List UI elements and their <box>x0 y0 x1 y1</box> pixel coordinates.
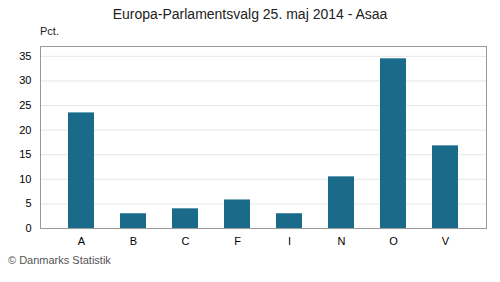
svg-text:I: I <box>288 235 291 247</box>
svg-text:30: 30 <box>19 74 31 86</box>
svg-text:V: V <box>442 235 450 247</box>
svg-text:B: B <box>130 235 137 247</box>
svg-text:20: 20 <box>19 124 31 136</box>
svg-text:25: 25 <box>19 99 31 111</box>
html-text:Pct.: Pct. <box>40 25 59 37</box>
svg-text:15: 15 <box>19 148 31 160</box>
svg-text:O: O <box>389 235 398 247</box>
svg-text:N: N <box>338 235 346 247</box>
html-text:© Danmarks Statistik: © Danmarks Statistik <box>8 254 111 266</box>
svg-text:A: A <box>78 235 86 247</box>
svg-text:5: 5 <box>25 197 31 209</box>
svg-text:F: F <box>234 235 241 247</box>
svg-text:10: 10 <box>19 173 31 185</box>
svg-text:C: C <box>182 235 190 247</box>
svg-text:0: 0 <box>25 222 31 234</box>
svg-text:35: 35 <box>19 50 31 62</box>
html-text:Europa-Parlamentsvalg 25. maj: Europa-Parlamentsvalg 25. maj 2014 - Asa… <box>112 6 388 22</box>
